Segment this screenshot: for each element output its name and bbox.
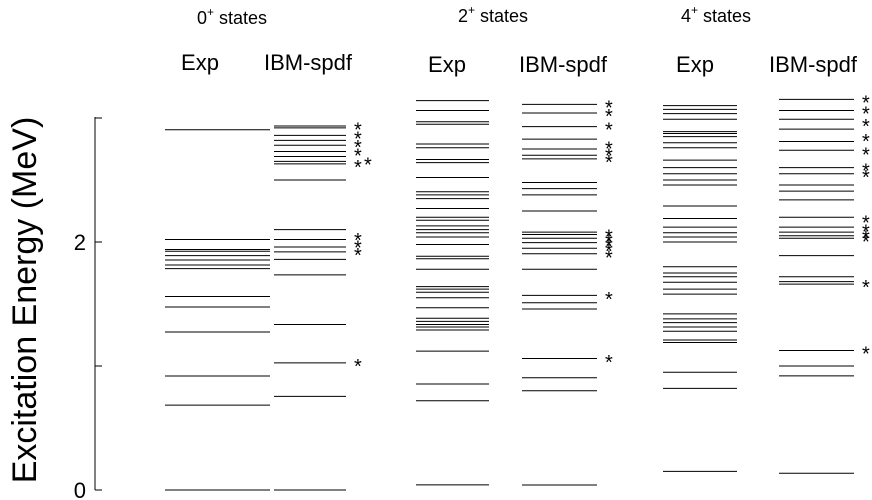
group-title-sup: + xyxy=(207,5,214,19)
star-marker: * xyxy=(354,356,362,378)
group-title-base: 2 xyxy=(458,6,468,26)
star-marker: * xyxy=(605,289,613,311)
star-marker: * xyxy=(862,228,870,250)
star-marker: * xyxy=(862,213,870,235)
column-label: IBM-spdf xyxy=(769,52,858,77)
star-marker: * xyxy=(605,226,613,248)
group-title: 4+ states xyxy=(681,3,751,26)
star-marker: * xyxy=(605,352,613,374)
star-marker: * xyxy=(605,241,613,263)
star-marker: * xyxy=(862,277,870,299)
column-label: IBM-spdf xyxy=(519,52,608,77)
group-title: 0+ states xyxy=(197,5,267,28)
y-ticks: 02 xyxy=(74,117,102,500)
star-marker: * xyxy=(354,120,362,142)
star-marker: * xyxy=(354,245,362,267)
star-marker: * xyxy=(354,230,362,252)
star-marker: * xyxy=(354,157,362,179)
star-marker: * xyxy=(862,344,870,366)
star-marker: * xyxy=(862,104,870,126)
level-column: Exp xyxy=(416,52,489,486)
group-title-base: 0 xyxy=(197,8,207,28)
star-marker: * xyxy=(354,237,362,259)
star-marker: * xyxy=(605,231,613,253)
star-marker: * xyxy=(605,236,613,258)
star-marker: * xyxy=(605,247,613,269)
star-marker: * xyxy=(354,146,362,168)
y-tick-label: 2 xyxy=(74,230,86,255)
star-marker: * xyxy=(605,120,613,142)
star-marker: * xyxy=(862,161,870,183)
star-marker: * xyxy=(862,231,870,253)
y-tick-label: 0 xyxy=(74,478,86,500)
level-column: Exp xyxy=(165,50,270,491)
star-marker: * xyxy=(605,152,613,174)
star-marker: * xyxy=(862,221,870,243)
column-label: Exp xyxy=(181,50,219,75)
group-title-sup: + xyxy=(468,3,475,17)
star-marker: * xyxy=(605,138,613,160)
star-marker: * xyxy=(605,97,613,119)
group-title-rest: states xyxy=(214,8,267,28)
group-title-base: 4 xyxy=(681,6,691,26)
group-title-rest: states xyxy=(698,6,751,26)
column-label: Exp xyxy=(428,52,466,77)
star-marker: * xyxy=(862,131,870,153)
star-marker: * xyxy=(605,106,613,128)
level-column: IBM-spdf************* xyxy=(769,52,870,474)
level-column: IBM-spdf***** ***** xyxy=(264,50,372,491)
star-marker: * xyxy=(862,167,870,189)
column-label: Exp xyxy=(676,52,714,77)
y-axis-label: Excitation Energy (MeV) xyxy=(6,117,44,484)
star-marker: * xyxy=(354,128,362,150)
star-marker: * xyxy=(862,92,870,114)
star-marker: * xyxy=(354,137,362,159)
group-title: 2+ states xyxy=(458,3,528,26)
level-column: IBM-spdf************* xyxy=(519,52,613,486)
column-label: IBM-spdf xyxy=(264,50,353,75)
star-marker: * xyxy=(605,146,613,168)
group-title-rest: states xyxy=(475,6,528,26)
star-marker: * xyxy=(862,144,870,166)
level-column: Exp xyxy=(663,52,737,472)
star-marker: * xyxy=(862,116,870,138)
star-marker: * xyxy=(364,154,372,176)
group-title-sup: + xyxy=(691,3,698,17)
state-group: 4+ states Exp IBM-spdf************* xyxy=(663,3,870,474)
